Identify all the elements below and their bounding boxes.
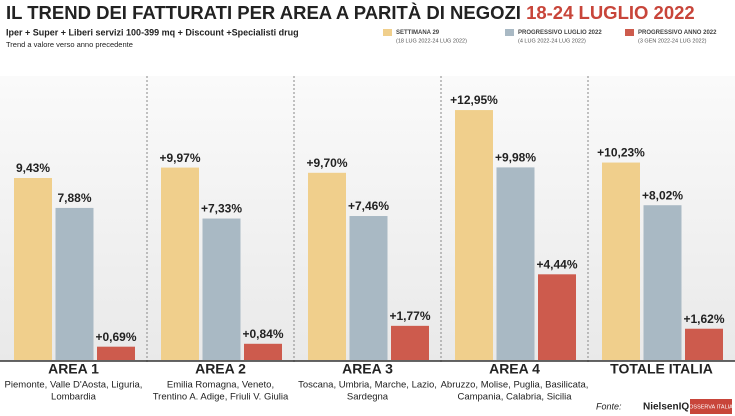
region-label: Toscana, Umbria, Marche, Lazio, xyxy=(298,380,437,391)
legend-period: (3 GEN 2022-24 LUG 2022) xyxy=(638,38,707,44)
subtitle: Iper + Super + Liberi servizi 100-399 mq… xyxy=(6,27,299,37)
value-label: +9,98% xyxy=(495,151,536,165)
bar xyxy=(308,172,346,360)
legend-period: (4 LUG 2022-24 LUG 2022) xyxy=(518,38,586,44)
legend-swatch xyxy=(383,29,392,36)
category-label: AREA 3 xyxy=(342,361,393,377)
region-label: Trentino A. Adige, Friuli V. Giulia xyxy=(153,392,289,403)
legend-label: PROGRESSIVO LUGLIO 2022 xyxy=(518,30,602,36)
value-label: +1,77% xyxy=(389,309,430,323)
bar xyxy=(538,274,576,360)
value-label: +7,33% xyxy=(201,202,242,216)
bar xyxy=(455,110,493,360)
region-label: Emilia Romagna, Veneto, xyxy=(167,380,274,391)
bar xyxy=(244,343,282,360)
legend-swatch xyxy=(625,29,634,36)
region-label: Sardegna xyxy=(347,392,389,403)
value-label: +12,95% xyxy=(450,93,498,107)
bar xyxy=(349,216,388,360)
value-label: +9,97% xyxy=(159,151,200,165)
region-label: Piemonte, Valle D'Aosta, Liguria, xyxy=(5,380,143,391)
legend-label: PROGRESSIVO ANNO 2022 xyxy=(638,30,717,36)
bar xyxy=(161,167,199,360)
bar xyxy=(202,218,241,360)
bar xyxy=(55,207,94,360)
legend-label: SETTIMANA 29 xyxy=(396,30,440,36)
bar xyxy=(391,325,429,360)
region-label: Campania, Calabria, Sicilia xyxy=(457,392,572,403)
bar xyxy=(496,167,535,360)
bar xyxy=(602,162,640,360)
note: Trend a valore verso anno precedente xyxy=(6,40,133,49)
category-label: AREA 4 xyxy=(489,361,540,377)
value-label: +8,02% xyxy=(642,188,683,202)
region-label: Abruzzo, Molise, Puglia, Basilicata, xyxy=(441,380,589,391)
value-label: +0,84% xyxy=(242,327,283,341)
legend-swatch xyxy=(505,29,514,36)
source-label: Fonte: xyxy=(596,401,622,411)
bar xyxy=(685,328,723,360)
value-label: 9,43% xyxy=(16,161,50,175)
source-logo-box xyxy=(690,399,732,414)
value-label: +10,23% xyxy=(597,146,645,160)
value-label: +7,46% xyxy=(348,199,389,213)
value-label: +1,62% xyxy=(683,312,724,326)
source-logo: NielsenIQ xyxy=(643,402,689,413)
value-label: +9,70% xyxy=(306,156,347,170)
region-label: Lombardia xyxy=(51,392,97,403)
bar xyxy=(97,346,135,360)
category-label: TOTALE ITALIA xyxy=(610,361,713,377)
category-label: AREA 2 xyxy=(195,361,246,377)
value-label: 7,88% xyxy=(57,191,91,205)
category-label: AREA 1 xyxy=(48,361,99,377)
chart-title: IL TREND DEI FATTURATI PER AREA A PARITÀ… xyxy=(6,2,695,23)
bar xyxy=(643,205,682,360)
legend-period: (18 LUG 2022-24 LUG 2022) xyxy=(396,38,467,44)
value-label: +0,69% xyxy=(95,330,136,344)
value-label: +4,44% xyxy=(536,257,577,271)
bar xyxy=(14,178,52,360)
source-logo: OSSERVA ITALIA xyxy=(689,404,733,410)
